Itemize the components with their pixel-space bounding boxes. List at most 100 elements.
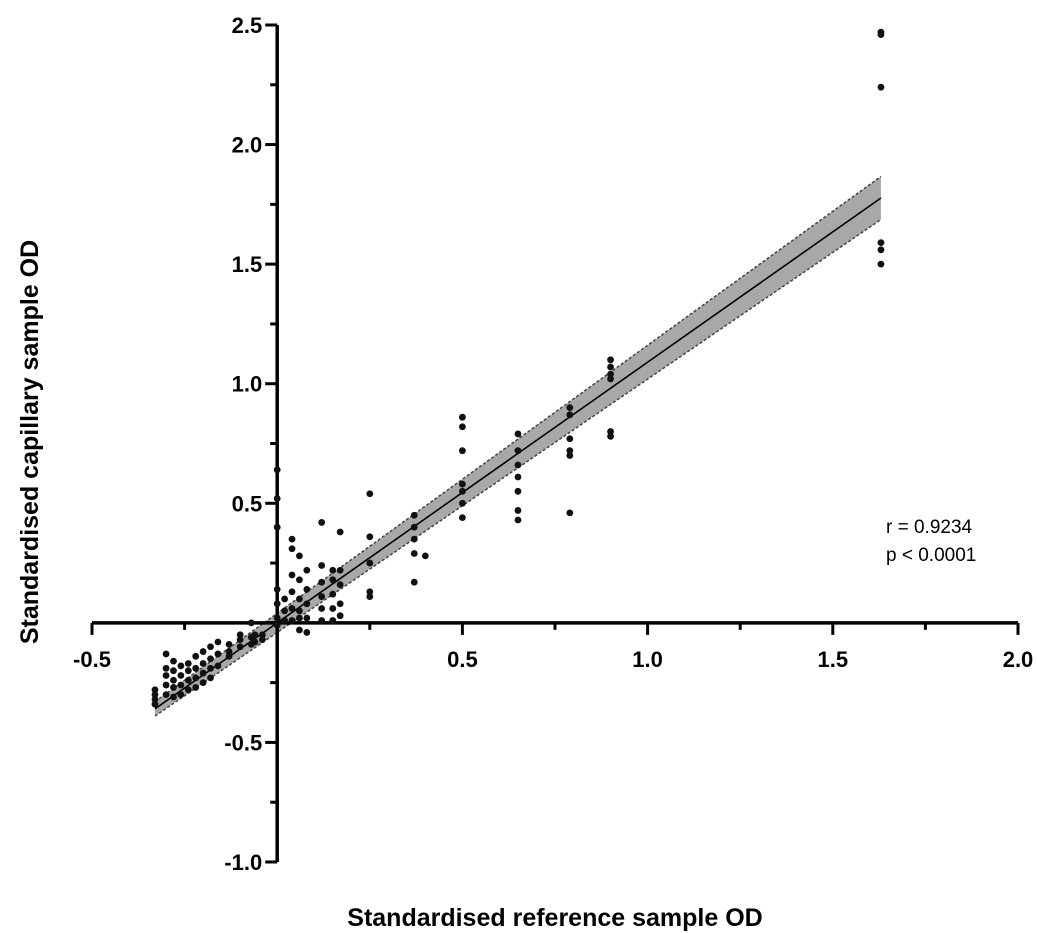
data-points [151, 28, 885, 708]
data-point [288, 535, 296, 543]
data-point [459, 413, 466, 421]
data-point [607, 363, 614, 371]
data-point [366, 533, 374, 541]
data-point [258, 631, 266, 639]
data-point [251, 638, 259, 646]
data-point [170, 676, 177, 684]
data-point [170, 693, 177, 701]
data-point [207, 643, 214, 651]
data-point [514, 507, 522, 514]
data-point [459, 423, 466, 431]
data-point [303, 566, 311, 574]
data-point [607, 356, 614, 364]
data-point [199, 660, 207, 667]
data-point [366, 559, 374, 567]
data-point [514, 461, 522, 469]
data-point [514, 487, 522, 495]
data-point [162, 691, 170, 698]
data-point [303, 585, 311, 593]
data-point [303, 600, 311, 608]
data-point [199, 669, 207, 677]
data-point [214, 662, 222, 670]
y-tick-label: -0.5 [224, 730, 262, 755]
data-point [184, 686, 192, 694]
data-point [566, 411, 574, 419]
data-point [459, 480, 466, 488]
data-point [225, 648, 233, 655]
y-tick-label: 2.0 [232, 133, 263, 158]
data-point [303, 629, 311, 636]
data-point [288, 605, 296, 612]
data-point [273, 466, 281, 474]
data-point [336, 581, 344, 588]
data-point [296, 595, 303, 603]
data-point [207, 664, 214, 672]
data-point [177, 691, 185, 698]
data-point [296, 607, 303, 615]
data-point [192, 674, 200, 682]
data-point [566, 447, 574, 455]
data-point [162, 650, 170, 658]
data-point [514, 516, 522, 524]
data-point [151, 691, 159, 698]
data-point [329, 576, 337, 584]
data-point [273, 600, 281, 608]
data-point [296, 552, 303, 560]
y-tick-label: -1.0 [224, 850, 262, 875]
data-point [607, 375, 614, 383]
y-tick-label: 1.0 [232, 372, 263, 397]
data-point [236, 631, 244, 639]
axes [90, 23, 1020, 864]
tick-labels: -0.5 0.5 1.0 1.5 2.0 -1.0 -0.5 0.5 1.0 1.5 2.0 2.5 [73, 13, 1033, 875]
data-point [288, 617, 296, 624]
data-point [162, 672, 170, 679]
data-point [273, 621, 281, 629]
data-point [199, 679, 207, 687]
data-point [170, 667, 177, 675]
data-point [459, 447, 466, 455]
ci-upper-line [154, 175, 882, 703]
data-point [288, 571, 296, 579]
data-point [318, 578, 326, 586]
data-point [225, 652, 233, 660]
x-tick-label: 0.5 [447, 647, 478, 672]
data-point [303, 614, 311, 622]
data-point [247, 619, 255, 627]
data-point [199, 648, 207, 655]
data-point [162, 664, 170, 672]
data-point [214, 638, 222, 646]
data-point [273, 495, 281, 502]
data-point [151, 686, 159, 694]
data-point [459, 499, 466, 507]
data-point [184, 667, 192, 675]
data-point [566, 452, 574, 459]
data-point [192, 664, 200, 672]
data-point [296, 626, 303, 634]
data-point [514, 473, 522, 481]
data-point [273, 585, 281, 593]
data-point [318, 519, 326, 526]
x-tick-label: 1.5 [818, 647, 849, 672]
x-tick-label: 2.0 [1003, 647, 1034, 672]
x-tick-label: 1.0 [632, 647, 663, 672]
data-point [607, 432, 614, 440]
data-point [281, 595, 289, 603]
data-point [877, 83, 885, 91]
data-point [607, 370, 614, 378]
data-point [225, 640, 233, 648]
data-point [329, 617, 337, 624]
data-point [318, 562, 326, 569]
correlation-annotation: r = 0.9234 [886, 517, 973, 538]
data-point [329, 590, 337, 598]
data-point [318, 593, 326, 600]
data-point [514, 447, 522, 455]
data-point [296, 614, 303, 622]
data-point [366, 490, 374, 498]
data-point [410, 550, 418, 557]
data-point [288, 588, 296, 596]
data-point [251, 631, 259, 639]
data-point [336, 528, 344, 536]
data-point [607, 428, 614, 435]
data-point [410, 523, 418, 531]
